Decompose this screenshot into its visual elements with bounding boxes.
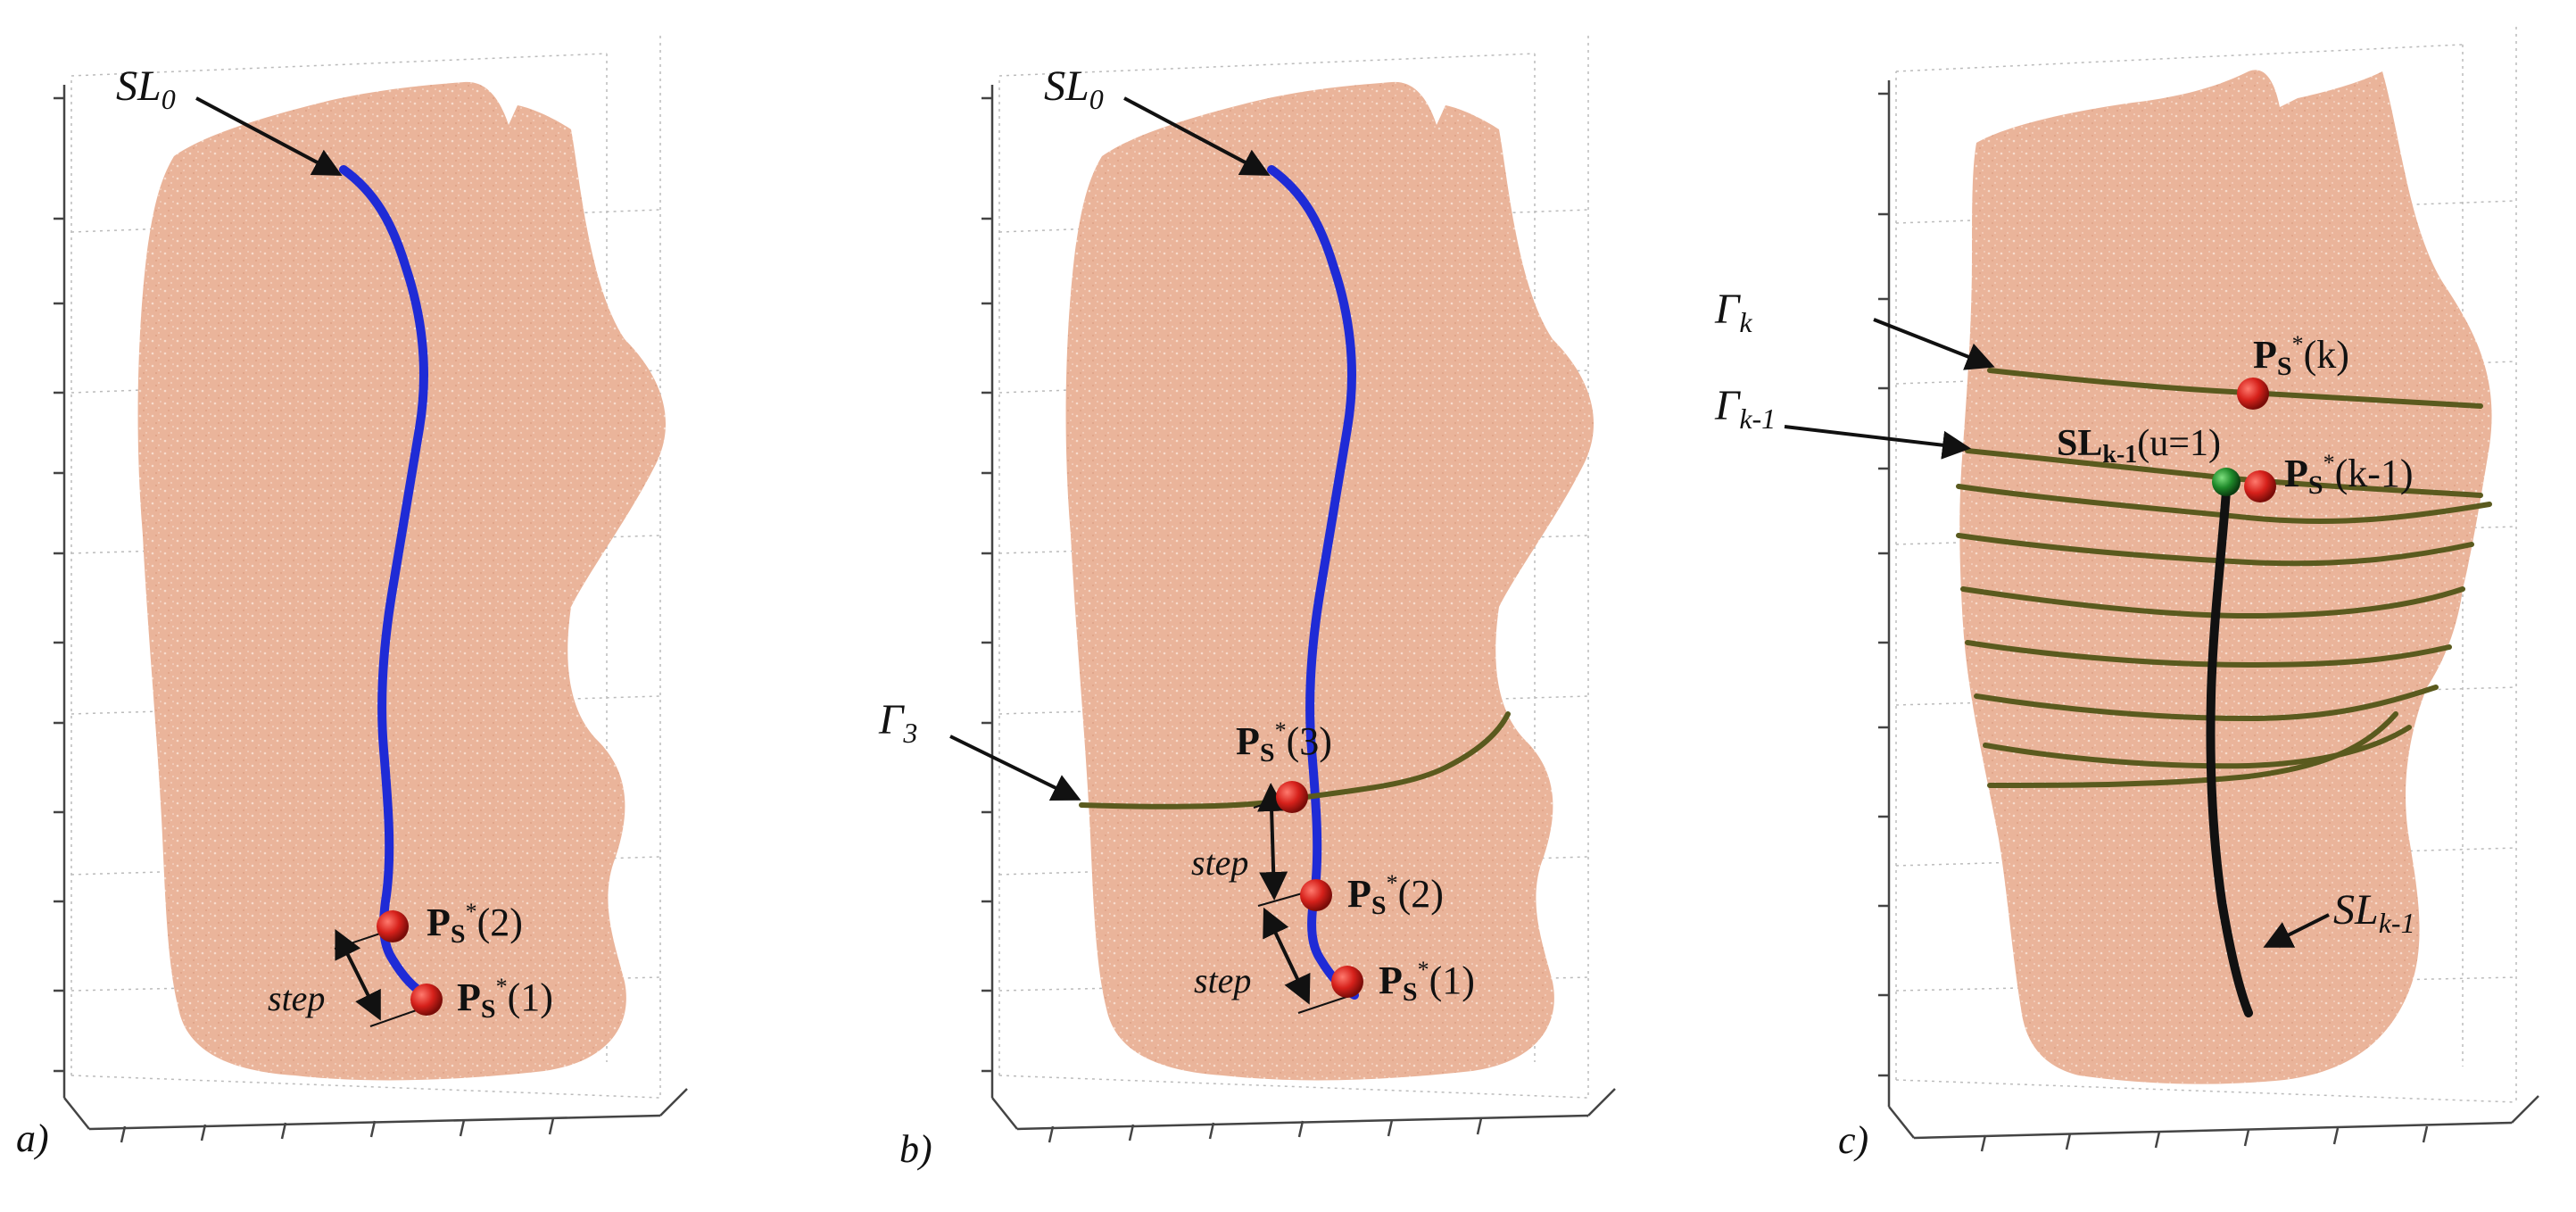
panel-a-torso-surface [137, 81, 667, 1081]
panel-c-psk-label: PS*(k) [2253, 331, 2349, 381]
panel-c-sl-u1-label: SLk-1(u=1) [2057, 423, 2221, 469]
panel-a-ticks [54, 96, 555, 1143]
panel-c: Γk Γk-1 PS*(k) SLk-1(u=1) PS*(k-1) SLk-1… [1714, 27, 2539, 1162]
panel-b-ticks [982, 96, 1483, 1143]
panel-b-marker-ps2 [1300, 879, 1332, 911]
panel-c-axis-lines [1887, 80, 2539, 1140]
panel-b-marker-ps1 [1331, 966, 1363, 998]
panel-c-contour-4 [1956, 533, 2474, 567]
panel-b-torso-surface [1065, 81, 1594, 1081]
panel-c-slk1-arrow [2263, 913, 2330, 948]
panel-c-contour-3 [1956, 484, 2492, 525]
panel-b-marker-ps3 [1276, 781, 1308, 813]
panel-b-sl0-label: SL0 [1044, 62, 1104, 115]
panel-c-gamma-k1-label: Γk-1 [1714, 382, 1776, 435]
panel-a-ps2-label: PS*(2) [427, 899, 523, 949]
panel-c-slk1-curve [2206, 486, 2253, 1017]
panel-b-sl0-arrow [1123, 96, 1271, 176]
panel-b-gamma3-arrow [949, 735, 1081, 801]
panel-b-ps1-label: PS*(1) [1379, 957, 1475, 1007]
panel-a-step-label: step [268, 978, 325, 1018]
panel-c-contour-7 [1974, 685, 2439, 722]
panel-c-marker-psk [2237, 378, 2269, 410]
panel-c-contour-5 [1960, 586, 2465, 619]
panel-c-contour-8 [1983, 725, 2412, 769]
panel-c-gamma-k-arrow [1873, 318, 1995, 370]
panel-c-ticks [1878, 92, 2429, 1152]
panel-a-ps1-label: PS*(1) [457, 974, 553, 1024]
panel-b-ps2-label: PS*(2) [1347, 870, 1444, 920]
panel-b-step-label-lower: step [1194, 960, 1251, 1000]
panel-a-sl0-arrow [195, 96, 343, 176]
panel-b-step-arrow-upper [1257, 783, 1288, 901]
panel-c-torso-surface [1959, 70, 2492, 1084]
panel-b-ps3-label: PS*(3) [1236, 718, 1332, 768]
panel-b-step-tick-bot [1297, 995, 1350, 1014]
panel-c-letter: c) [1838, 1118, 1868, 1162]
panel-a-marker-ps1 [410, 984, 443, 1016]
panel-c-psk1-label: PS*(k-1) [2284, 450, 2414, 500]
panel-c-gamma-k1-arrow [1784, 425, 1971, 460]
panel-c-axes [1895, 27, 2517, 1103]
panel-b-gamma3-label: Γ3 [878, 696, 917, 749]
panel-b-step-arrow-lower [1263, 907, 1311, 1005]
panel-b-letter: b) [899, 1127, 932, 1171]
panel-c-contour-9 [1987, 711, 2398, 788]
panel-a-sl0-label: SL0 [116, 62, 176, 115]
panel-c-gamma-k-label: Γk [1714, 286, 1752, 338]
panel-b-gamma3-contour [1079, 711, 1511, 809]
panel-c-marker-psk1 [2244, 470, 2276, 502]
panel-a-letter: a) [16, 1117, 49, 1160]
panel-c-contour-6 [1965, 640, 2452, 668]
panel-a-step-arrow [335, 928, 381, 1021]
panel-b-step-label-upper: step [1191, 843, 1248, 883]
panel-a-marker-ps2 [377, 910, 409, 942]
panel-c-marker-sl-u1 [2212, 468, 2241, 496]
panel-c-slk1-label: SLk-1 [2333, 886, 2415, 939]
panel-a: SL0 step PS*(2) PS*(1) a) [16, 36, 688, 1160]
panel-b-spine-curve [1267, 165, 1359, 1000]
panel-b: SL0 Γ3 step step PS*(3) PS*(2) PS*(1) b) [878, 36, 1616, 1171]
